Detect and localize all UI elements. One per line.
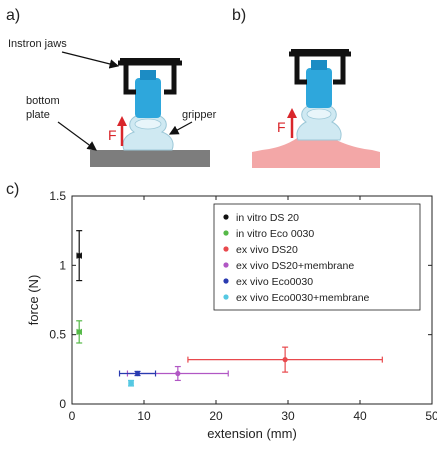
- legend-marker: [223, 262, 229, 268]
- x-tick-label: 30: [281, 409, 295, 423]
- legend-label: ex vivo DS20: [236, 244, 298, 256]
- data-point: [282, 357, 288, 363]
- series-0: [76, 230, 83, 282]
- series-marks: [76, 230, 383, 387]
- legend-item: ex vivo DS20+membrane: [223, 260, 354, 272]
- legend-item: in vitro DS 20: [223, 212, 299, 224]
- x-tick-label: 10: [137, 409, 151, 423]
- legend-item: ex vivo Eco0030+membrane: [223, 292, 370, 304]
- y-tick-label: 0: [59, 397, 66, 411]
- data-point: [76, 329, 82, 335]
- legend-label: ex vivo Eco0030+membrane: [236, 292, 370, 304]
- y-tick-label: 1.5: [49, 189, 66, 203]
- y-tick-label: 0.5: [49, 328, 66, 342]
- y-axis-ticks: 0 0.5 1 1.5: [49, 189, 432, 411]
- chart: 0 10 20 30 40 50 0 0.5 1 1.5 extension (mm) forc…: [26, 189, 437, 441]
- data-point: [128, 380, 134, 386]
- gripper-cylinder-a: [135, 78, 161, 118]
- gripper-a: [122, 70, 174, 151]
- panel-b: b) F: [232, 7, 380, 168]
- bottom-plate: [90, 150, 210, 167]
- y-tick-label: 1: [59, 258, 66, 272]
- legend-label: in vitro DS 20: [236, 212, 299, 224]
- legend-box: [213, 203, 421, 311]
- legend-item: ex vivo DS20: [223, 244, 298, 256]
- data-point: [76, 253, 82, 259]
- x-tick-label: 50: [425, 409, 437, 423]
- panel-b-label: b): [232, 7, 246, 24]
- data-point: [175, 370, 181, 377]
- x-tick-label: 20: [209, 409, 223, 423]
- y-axis-label: force (N): [26, 275, 41, 326]
- series-1: [76, 320, 83, 344]
- panel-a: a) Instron jaws bottom plate gripper F: [6, 7, 217, 167]
- legend: in vitro DS 20 in vitro Eco 0030 ex vivo D…: [213, 203, 421, 311]
- legend-label: in vitro Eco 0030: [236, 228, 314, 240]
- force-label-b: F: [277, 119, 286, 135]
- legend-item: ex vivo Eco0030: [223, 276, 313, 288]
- label-gripper: gripper: [182, 109, 217, 121]
- force-label-a: F: [108, 127, 117, 143]
- label-bottom: bottom: [26, 95, 60, 107]
- label-instron-jaws: Instron jaws: [8, 38, 67, 50]
- legend-marker: [223, 278, 229, 284]
- label-plate: plate: [26, 109, 50, 121]
- gripper-cylinder-b: [306, 68, 332, 108]
- legend-label: ex vivo DS20+membrane: [236, 260, 354, 272]
- x-tick-label: 40: [353, 409, 367, 423]
- data-point: [134, 370, 141, 377]
- panel-c-label: c): [6, 181, 19, 198]
- series-4: [118, 370, 157, 377]
- legend-marker: [223, 230, 229, 236]
- legend-marker: [223, 246, 229, 252]
- arrow-bottom-plate: [57, 121, 97, 151]
- gripper-b: [296, 60, 342, 141]
- legend-item: in vitro Eco 0030: [223, 228, 314, 240]
- series-5: [128, 379, 135, 387]
- x-tick-label: 0: [69, 409, 76, 423]
- panel-a-label: a): [6, 7, 20, 24]
- plot-frame: [71, 195, 433, 405]
- legend-marker: [223, 214, 229, 220]
- series-2: [187, 346, 383, 373]
- legend-marker: [223, 294, 229, 300]
- tissue-plate: [252, 134, 380, 168]
- panel-c: c) 0 10 20 30 40 50 0 0.5 1 1.5 extension (mm) f…: [6, 181, 437, 441]
- legend-label: ex vivo Eco0030: [236, 276, 313, 288]
- arrow-gripper: [168, 121, 193, 135]
- x-axis-label: extension (mm): [207, 426, 297, 441]
- arrow-instron-jaws: [61, 51, 120, 69]
- x-axis-ticks: 0 10 20 30 40 50: [69, 196, 437, 423]
